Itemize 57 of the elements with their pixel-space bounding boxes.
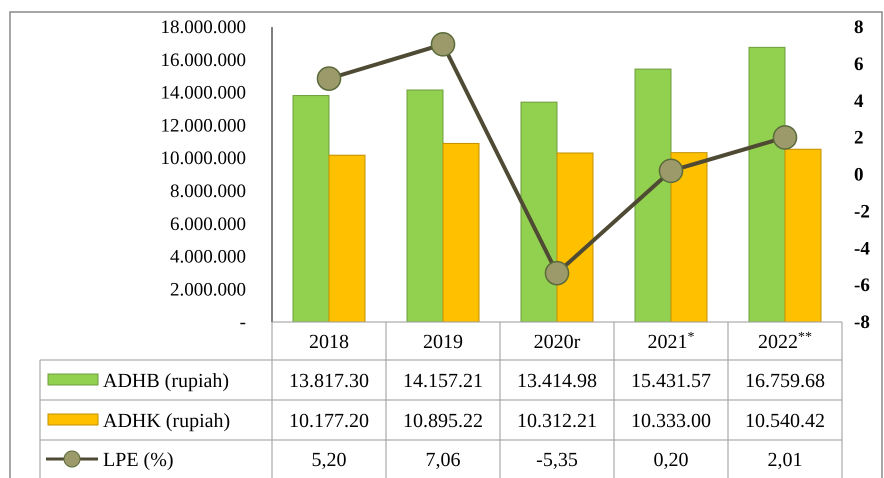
y-tick-label: 16.000.000 [160, 50, 246, 71]
legend-label: LPE (%) [103, 449, 174, 471]
y-tick-label: 10.000.000 [160, 148, 246, 170]
y2-tick-label: 2 [854, 128, 864, 149]
x-tick-label: 2021$^{*}$ [648, 330, 694, 353]
y2-tick-label: 8 [854, 17, 864, 38]
x-tick-label: 2022$^{**}$ [758, 330, 812, 353]
data-label: 16.759.68 [745, 370, 825, 392]
y-tick-label: 12.000.000 [160, 115, 246, 136]
bar [442, 142, 480, 322]
point [430, 32, 456, 57]
legend-label: ADHB (rupiah) [103, 370, 230, 392]
data-label: 15.431.57 [631, 370, 711, 392]
bar [634, 68, 672, 322]
x-tick-label: 2018 [309, 331, 349, 353]
y2-tick-label: -8 [854, 312, 870, 334]
data-label: 13.817.30 [289, 370, 369, 392]
y2-tick-label: 0 [854, 164, 864, 186]
data-label: 10.177.20 [289, 410, 369, 432]
x-tick-label: 2019 [423, 331, 463, 353]
bar [748, 46, 786, 322]
data-label: -5,35 [536, 449, 578, 471]
bar [520, 102, 558, 322]
point [658, 158, 684, 184]
data-label: 10.895.22 [403, 410, 483, 432]
y-tick-label: 2.000.000 [170, 279, 246, 300]
point [316, 66, 342, 91]
bar [670, 152, 708, 322]
bar [328, 154, 366, 322]
bar [406, 89, 444, 322]
y2-tick-label: 6 [854, 54, 864, 75]
data-label: 0,20 [654, 449, 688, 471]
x-tick-label: 2020r [534, 331, 581, 353]
bar [784, 148, 822, 322]
y2-tick-label: 4 [854, 90, 864, 112]
bar [556, 152, 594, 322]
y-tick-label: 8.000.000 [170, 180, 246, 202]
y-tick-label: - [240, 312, 246, 334]
legend-label: ADHK (rupiah) [103, 410, 230, 432]
data-label: 10.333.00 [631, 410, 711, 432]
data-label: 13.414.98 [517, 370, 597, 392]
data-label: 10.312.21 [517, 410, 597, 432]
data-label: 10.540.42 [745, 410, 825, 432]
y2-tick-label: -6 [854, 275, 870, 296]
point [772, 125, 798, 150]
data-label: 5,20 [312, 449, 346, 471]
y-tick-label: 4.000.000 [170, 246, 246, 268]
y-tick-label: 6.000.000 [170, 214, 246, 235]
y2-tick-label: -2 [854, 201, 870, 222]
point [544, 260, 570, 286]
y2-tick-label: -4 [854, 238, 870, 260]
data-label: 7,06 [426, 449, 460, 471]
y-tick-label: 14.000.000 [160, 82, 246, 104]
data-label: 2,01 [768, 449, 802, 471]
data-label: 14.157.21 [403, 370, 483, 392]
y-tick-label: 18.000.000 [160, 17, 246, 38]
bar [292, 95, 330, 322]
